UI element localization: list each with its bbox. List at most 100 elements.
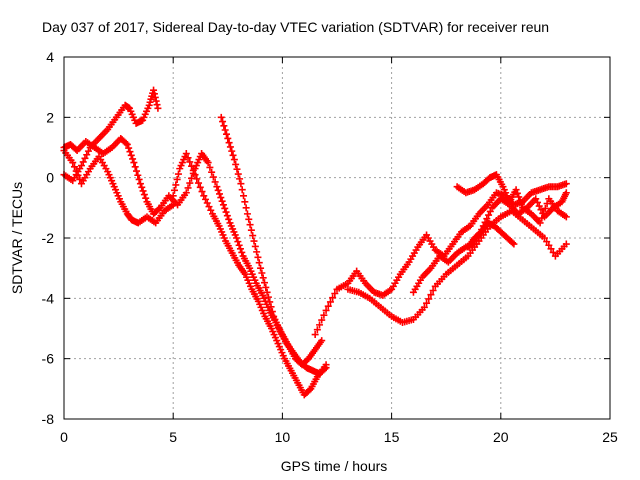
data-point	[225, 215, 233, 223]
data-point	[509, 239, 517, 247]
data-point	[535, 202, 543, 210]
data-point	[264, 293, 272, 301]
data-point	[329, 294, 337, 302]
data-point	[219, 118, 227, 126]
data-point	[254, 253, 262, 261]
data-point	[193, 175, 201, 183]
data-point	[318, 316, 326, 324]
data-point	[513, 189, 521, 197]
series-track-10	[464, 219, 518, 251]
data-point	[74, 171, 82, 179]
data-point	[258, 269, 266, 277]
series-track-5	[217, 113, 330, 378]
data-point	[224, 134, 232, 142]
data-point	[242, 204, 250, 212]
data-point	[184, 184, 192, 192]
data-point	[532, 195, 540, 203]
data-point	[540, 209, 548, 217]
data-point	[228, 147, 236, 155]
data-point	[217, 113, 225, 121]
data-point	[235, 241, 243, 249]
data-point	[138, 183, 146, 191]
data-point	[233, 234, 241, 242]
tick-labels: 0 5 10 15 20 25 -8 -6 -4 -2 0 2 4	[42, 49, 618, 445]
data-point	[247, 226, 255, 234]
data-point	[72, 167, 80, 175]
data-point	[216, 190, 224, 198]
data-point	[234, 238, 242, 246]
data-point	[545, 241, 553, 249]
x-tick-label: 10	[275, 429, 291, 445]
y-tick-label: 0	[46, 170, 54, 186]
data-point	[127, 151, 135, 159]
data-point	[251, 242, 259, 250]
data-point	[126, 148, 134, 156]
series-track-7	[344, 207, 570, 326]
data-point	[202, 195, 210, 203]
data-point	[537, 206, 545, 214]
data-point	[189, 166, 197, 174]
data-point	[218, 197, 226, 205]
data-point	[182, 150, 190, 158]
data-point	[320, 311, 328, 319]
data-point	[135, 175, 143, 183]
data-point	[262, 283, 270, 291]
data-point	[172, 181, 180, 189]
data-point	[188, 162, 196, 170]
data-point	[485, 211, 493, 219]
data-point	[203, 199, 211, 207]
data-point	[326, 298, 334, 306]
data-point	[486, 207, 494, 215]
data-point	[221, 126, 229, 134]
data-point	[245, 215, 253, 223]
data-point	[243, 210, 251, 218]
plot-frame	[63, 56, 611, 420]
data-point	[562, 180, 570, 188]
data-point	[225, 139, 233, 147]
data-point	[154, 104, 162, 112]
data-point	[543, 238, 551, 246]
data-point	[133, 167, 141, 175]
y-tick-label: -2	[42, 230, 55, 246]
data-point	[174, 170, 182, 178]
data-point	[236, 175, 244, 183]
x-axis-label: GPS time / hours	[281, 458, 388, 474]
data-point	[142, 194, 150, 202]
data-point	[219, 201, 227, 209]
data-point	[515, 193, 523, 201]
series-track-9	[453, 171, 570, 227]
data-point	[150, 90, 158, 98]
data-point	[238, 186, 246, 194]
data-point	[129, 155, 137, 163]
data-point	[200, 192, 208, 200]
data-point	[198, 188, 206, 196]
data-point	[257, 264, 265, 272]
data-point	[321, 365, 329, 373]
data-point	[70, 163, 78, 171]
data-point	[230, 156, 238, 164]
data-point	[517, 200, 525, 208]
data-point	[236, 245, 244, 253]
data-point	[77, 162, 85, 170]
data-point	[221, 204, 229, 212]
data-point	[139, 187, 147, 195]
data-point	[217, 194, 225, 202]
data-point	[155, 205, 163, 213]
data-point	[538, 214, 546, 222]
data-point	[79, 158, 87, 166]
x-tick-label: 15	[384, 429, 400, 445]
data-point	[259, 274, 267, 282]
data-point	[131, 163, 139, 171]
x-tick-label: 20	[493, 429, 509, 445]
data-point	[214, 186, 222, 194]
data-point	[253, 248, 261, 256]
data-point	[263, 288, 271, 296]
data-point	[153, 101, 161, 109]
data-point	[549, 248, 557, 256]
data-point	[136, 180, 144, 188]
data-point	[311, 331, 319, 339]
data-point	[169, 201, 177, 209]
data-marks	[60, 86, 570, 399]
data-point	[331, 290, 339, 298]
